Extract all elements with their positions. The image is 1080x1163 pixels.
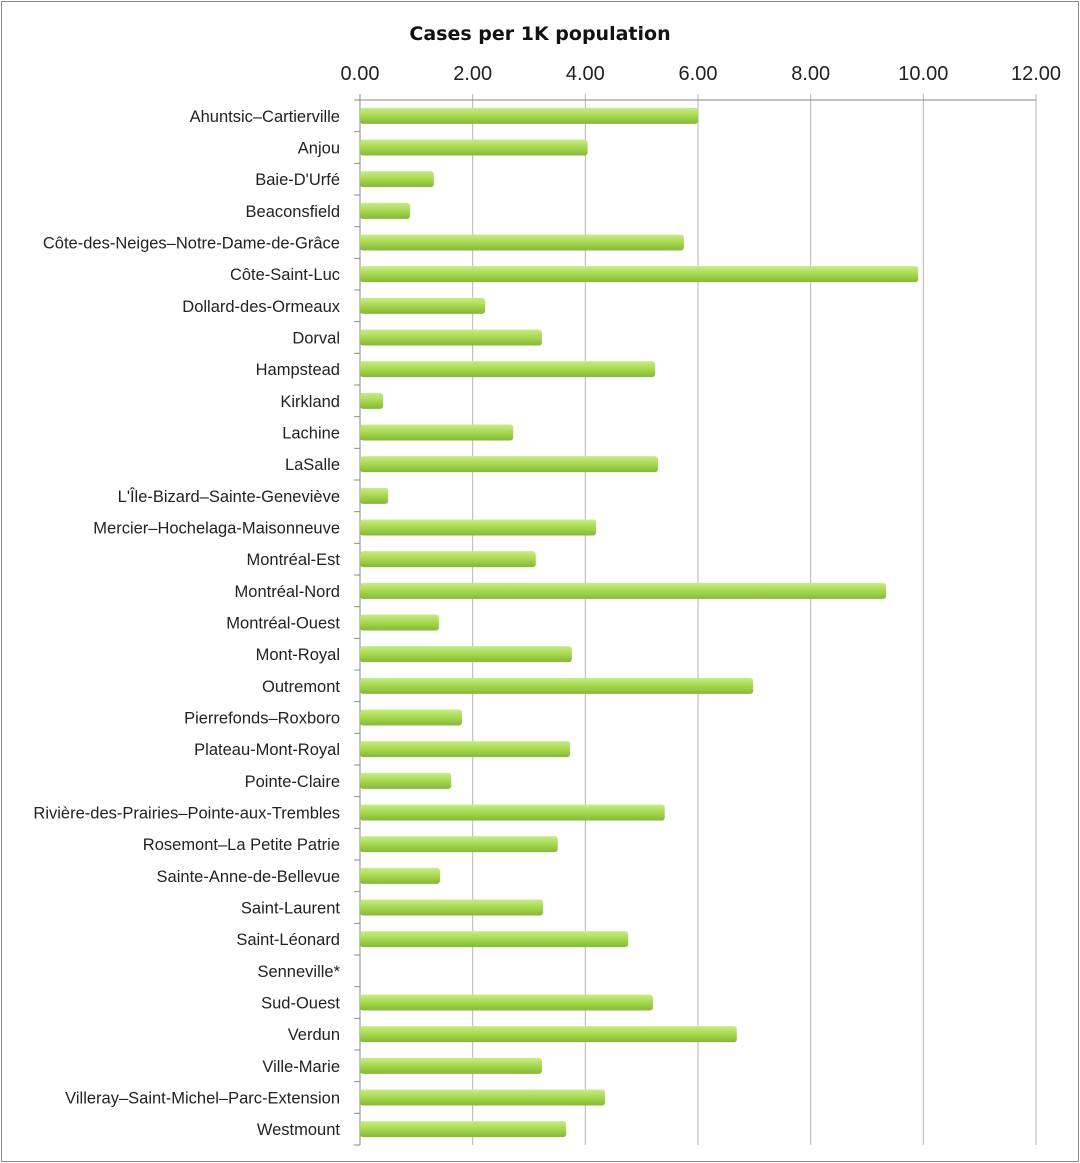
- bar: [360, 1026, 737, 1043]
- bar: [360, 741, 571, 758]
- category-label: Baie-D'Urfé: [255, 171, 340, 189]
- category-label: Montréal-Ouest: [226, 615, 340, 633]
- bar: [360, 867, 440, 884]
- category-label: Verdun: [288, 1026, 340, 1044]
- category-label: Anjou: [298, 140, 340, 158]
- category-label: Montréal-Est: [246, 551, 340, 569]
- bar: [360, 329, 542, 346]
- bar: [360, 139, 588, 156]
- category-label: Westmount: [257, 1121, 341, 1139]
- x-tick-label: 8.00: [791, 63, 830, 85]
- bar: [360, 297, 486, 314]
- x-tick-label: 2.00: [453, 63, 492, 85]
- category-label: L'Île-Bizard–Sainte-Geneviève: [118, 487, 340, 506]
- category-label: Villeray–Saint-Michel–Parc-Extension: [65, 1090, 340, 1108]
- x-tick-label: 4.00: [566, 63, 605, 85]
- bar: [360, 994, 653, 1011]
- category-label: Kirkland: [280, 393, 340, 411]
- bar: [360, 582, 887, 599]
- bar: [360, 899, 544, 916]
- bar: [360, 361, 656, 378]
- bar: [360, 392, 384, 409]
- bar: [360, 804, 665, 821]
- x-tick-label: 10.00: [898, 63, 948, 85]
- bar: [360, 1089, 606, 1106]
- category-label: Dorval: [292, 330, 340, 348]
- category-label: Mont-Royal: [256, 646, 340, 664]
- bar: [360, 234, 684, 251]
- bar: [360, 107, 698, 124]
- category-label: Sainte-Anne-de-Bellevue: [157, 868, 340, 886]
- category-label: LaSalle: [285, 456, 340, 474]
- chart-title: Cases per 1K population: [409, 23, 670, 45]
- bar: [360, 709, 462, 726]
- category-label: Ahuntsic–Cartierville: [190, 108, 340, 126]
- bar: [360, 931, 629, 948]
- bar: [360, 1057, 542, 1074]
- category-label: Montréal-Nord: [235, 583, 340, 601]
- category-label: Outremont: [262, 678, 340, 696]
- bar: [360, 519, 597, 536]
- category-label: Senneville*: [257, 963, 340, 981]
- bar: [360, 456, 659, 473]
- x-tick-label: 0.00: [341, 63, 380, 85]
- bar: [360, 614, 439, 631]
- category-label: Beaconsfield: [246, 203, 340, 221]
- category-label: Rivière-des-Prairies–Pointe-aux-Trembles: [33, 805, 340, 823]
- x-tick-label: 12.00: [1011, 63, 1061, 85]
- bar: [360, 202, 411, 219]
- bar: [360, 487, 389, 504]
- category-label: Dollard-des-Ormeaux: [182, 298, 340, 316]
- category-label: Rosemont–La Petite Patrie: [143, 836, 340, 854]
- category-label: Hampstead: [256, 361, 340, 379]
- bar: [360, 646, 572, 663]
- category-label: Côte-des-Neiges–Notre-Dame-de-Grâce: [43, 235, 340, 253]
- bar: [360, 836, 558, 853]
- bar: [360, 171, 434, 188]
- bar: [360, 1121, 567, 1138]
- x-tick-label: 6.00: [679, 63, 718, 85]
- category-label: Sud-Ouest: [261, 995, 340, 1013]
- category-label: Pointe-Claire: [245, 773, 340, 791]
- category-label: Mercier–Hochelaga-Maisonneuve: [93, 520, 340, 538]
- category-label: Saint-Léonard: [236, 931, 340, 949]
- category-label: Pierrefonds–Roxboro: [184, 710, 340, 728]
- bar: [360, 772, 452, 789]
- category-label: Saint-Laurent: [241, 900, 340, 918]
- category-label: Côte-Saint-Luc: [230, 266, 340, 284]
- bar: [360, 677, 754, 694]
- bar: [360, 551, 536, 568]
- bar: [360, 424, 514, 441]
- category-label: Plateau-Mont-Royal: [194, 741, 340, 759]
- category-label: Lachine: [282, 425, 340, 443]
- bar: [360, 266, 919, 283]
- category-label: Ville-Marie: [262, 1058, 340, 1076]
